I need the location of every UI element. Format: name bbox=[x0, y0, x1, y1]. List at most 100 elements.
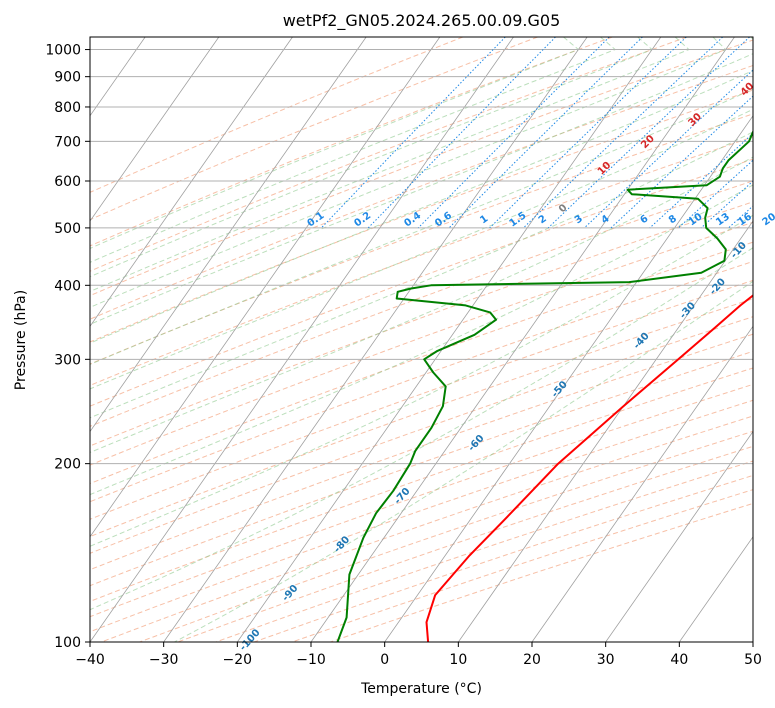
isotherm-line bbox=[90, 37, 441, 538]
dry-adiabat-line bbox=[90, 180, 753, 427]
dry-adiabat-label: 20 bbox=[639, 133, 657, 151]
isotherm-line bbox=[531, 325, 753, 642]
dry-adiabat-line bbox=[90, 367, 753, 602]
x-tick-label: 0 bbox=[380, 652, 389, 668]
mixing-ratio-line bbox=[610, 95, 753, 229]
isotherm-line bbox=[310, 37, 735, 642]
dry-adiabat-line bbox=[90, 399, 753, 633]
y-tick-label: 400 bbox=[54, 278, 81, 294]
mixing-ratio-label: 6 bbox=[638, 213, 650, 226]
dry-adiabat-line bbox=[254, 474, 753, 642]
background-lines bbox=[0, 37, 753, 642]
dry-adiabat-line bbox=[90, 37, 688, 272]
dry-adiabat-line bbox=[292, 489, 753, 642]
isotherm-line bbox=[679, 536, 753, 642]
x-tick-label: 20 bbox=[523, 652, 541, 668]
dry-adiabat-line bbox=[90, 201, 753, 447]
x-tick-label: 30 bbox=[597, 652, 615, 668]
moist-adiabat-label: -90 bbox=[280, 583, 300, 604]
dry-adiabat-line bbox=[215, 460, 753, 642]
dry-adiabat-line bbox=[90, 39, 753, 297]
dry-adiabat-line bbox=[90, 383, 753, 618]
dry-adiabat-line bbox=[90, 350, 753, 587]
mixing-ratio-line bbox=[700, 180, 753, 229]
plot-frame bbox=[89, 36, 754, 643]
dry-adiabat-label: 0 bbox=[557, 202, 570, 215]
x-axis-ticks: −40 −30 −20 −10 0 10 20 30 40 50 bbox=[75, 642, 762, 668]
dry-adiabat-line bbox=[90, 89, 753, 343]
y-tick-label: 900 bbox=[54, 70, 81, 86]
isotherm-line bbox=[0, 37, 72, 642]
dry-adiabat-line bbox=[90, 221, 753, 466]
dry-adiabat-line bbox=[177, 445, 753, 642]
dry-adiabat-line bbox=[139, 430, 753, 642]
moist-adiabat-line bbox=[90, 37, 690, 293]
mixing-ratio-line bbox=[649, 132, 753, 229]
mixing-ratio-label: 1 bbox=[478, 213, 490, 226]
moist-adiabat-line bbox=[90, 69, 753, 344]
dry-adiabat-line bbox=[90, 279, 753, 520]
dry-adiabat-line bbox=[101, 415, 753, 642]
moist-adiabat-label: -10 bbox=[729, 240, 749, 261]
moist-adiabat-line bbox=[90, 37, 580, 249]
dry-adiabat-line bbox=[90, 158, 753, 407]
y-tick-label: 300 bbox=[54, 352, 81, 368]
mixing-ratio-line bbox=[321, 37, 506, 229]
mixing-ratio-label: 16 bbox=[736, 211, 754, 228]
isotherm-line bbox=[237, 37, 662, 642]
moist-adiabat-line bbox=[90, 247, 753, 611]
x-axis-label: Temperature (°C) bbox=[360, 681, 482, 697]
y-tick-label: 100 bbox=[54, 635, 81, 651]
y-tick-label: 800 bbox=[54, 100, 81, 116]
isotherm-line bbox=[90, 37, 220, 222]
mixing-ratio-line bbox=[678, 159, 753, 229]
mixing-ratio-label: 3 bbox=[573, 213, 585, 226]
x-tick-label: −10 bbox=[296, 652, 326, 668]
moist-adiabat-label: -40 bbox=[632, 331, 652, 352]
x-tick-label: 50 bbox=[744, 652, 762, 668]
dry-adiabat-line bbox=[330, 502, 753, 642]
dry-adiabat-line bbox=[90, 333, 753, 571]
moist-adiabat-line bbox=[90, 37, 753, 325]
mixing-ratio-label: 2 bbox=[537, 213, 549, 226]
isotherm-line bbox=[90, 37, 514, 642]
moist-adiabat-line bbox=[90, 156, 753, 454]
moist-adiabat-label: -100 bbox=[238, 627, 263, 653]
moist-adiabat-line bbox=[174, 280, 753, 642]
x-tick-label: 10 bbox=[449, 652, 467, 668]
x-tick-label: −20 bbox=[223, 652, 253, 668]
moist-adiabat-line bbox=[90, 37, 617, 263]
dry-adiabat-line bbox=[90, 136, 753, 387]
mixing-ratio-label: 0.4 bbox=[402, 210, 423, 229]
x-tick-label: 40 bbox=[670, 652, 688, 668]
isotherm-line bbox=[90, 37, 367, 433]
dry-adiabat-line bbox=[90, 37, 538, 221]
moist-adiabat-label: -60 bbox=[466, 433, 486, 454]
isotherm-line bbox=[90, 37, 293, 327]
mixing-ratio-line bbox=[367, 37, 556, 229]
moist-adiabat-label: -20 bbox=[708, 276, 728, 297]
dry-adiabat-line bbox=[90, 113, 753, 365]
chart-title: wetPf2_GN05.2024.265.00.09.G05 bbox=[283, 11, 561, 31]
y-axis-label: Pressure (hPa) bbox=[13, 290, 29, 390]
mixing-ratio-label: 20 bbox=[761, 211, 775, 228]
x-tick-label: −30 bbox=[149, 652, 179, 668]
moist-adiabat-line bbox=[90, 37, 727, 308]
dry-adiabat-line bbox=[90, 298, 753, 538]
mixing-ratio-line bbox=[489, 37, 687, 229]
y-tick-label: 1000 bbox=[45, 43, 81, 59]
temperature-line bbox=[425, 293, 753, 642]
mixing-ratio-line bbox=[523, 37, 724, 229]
dry-adiabat-line bbox=[90, 37, 613, 247]
isotherm-line bbox=[384, 115, 753, 642]
mixing-ratio-line bbox=[448, 37, 643, 229]
mixing-ratio-label: 0.2 bbox=[352, 210, 373, 229]
y-tick-label: 700 bbox=[54, 134, 81, 150]
dry-adiabat-line bbox=[90, 316, 753, 554]
data-series bbox=[336, 129, 753, 642]
dry-adiabat-line bbox=[90, 241, 753, 485]
mixing-ratio-line bbox=[750, 225, 753, 229]
moist-adiabat-line bbox=[90, 88, 753, 366]
isotherm-line bbox=[605, 430, 753, 642]
dewpoint-line bbox=[336, 129, 753, 642]
